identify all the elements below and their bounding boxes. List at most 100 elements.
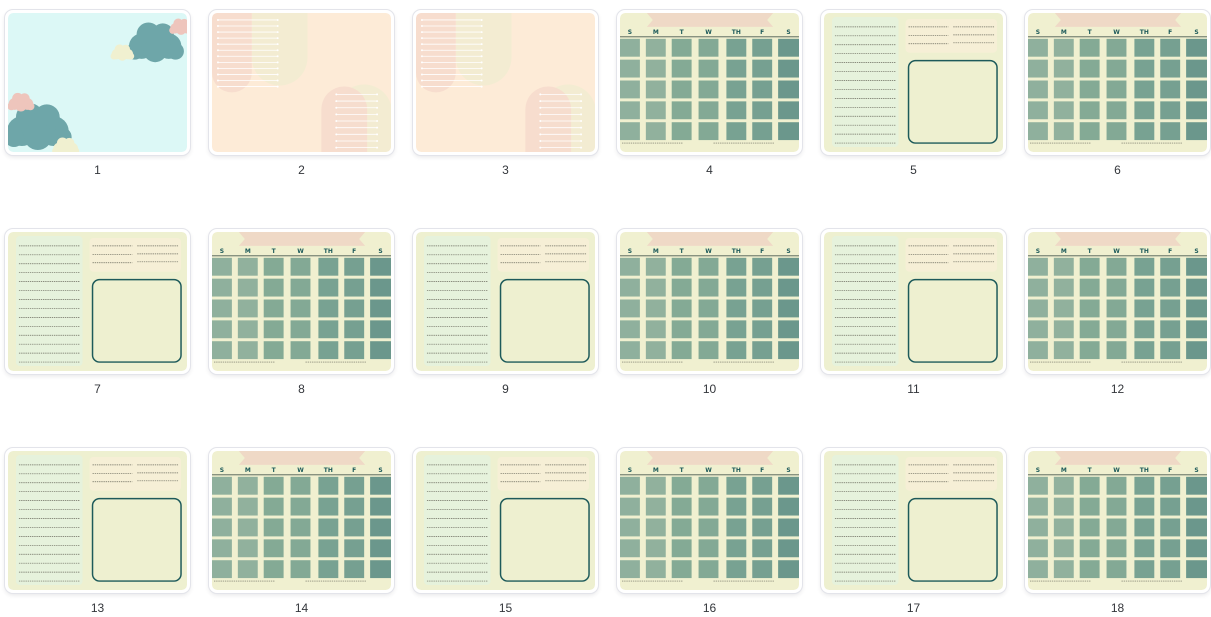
day-cell [1053,476,1074,495]
slide-thumbnail-14[interactable]: S M T W TH F S [209,448,394,593]
day-cell [1134,341,1155,360]
line-dot [376,139,379,142]
slide-thumbnail-6[interactable]: S M T W TH F S [1025,10,1210,155]
line-dot [376,113,379,116]
day-cell [671,278,692,297]
day-cell [290,497,311,516]
line-dot [376,93,379,96]
line-dot [480,43,483,46]
line-dot [376,126,379,129]
day-cell [726,299,747,318]
day-cell [237,299,258,318]
day-cell [752,320,773,339]
day-cell [370,257,391,276]
line-dot [480,25,483,27]
day-cell [671,80,692,99]
day-cell [1028,497,1048,516]
day-cell [1160,257,1181,276]
day-cell [370,476,391,495]
weekday-label: TH [732,29,741,36]
slide-thumbnail-1[interactable] [5,10,190,155]
weekday-label: M [1061,467,1067,474]
content-box [499,278,590,363]
pink-cloud-puff [15,100,27,112]
peach-arch [212,13,252,93]
slide-thumbnail-18[interactable]: S M T W TH F S [1025,448,1210,593]
day-cell [1160,59,1181,78]
slide-thumbnail-5[interactable] [821,10,1006,155]
line-dot [420,67,423,70]
weekday-label: S [786,467,790,474]
day-cell [645,299,666,318]
day-cell [726,38,747,57]
day-cell [237,341,258,360]
line-dot [539,133,542,136]
slide-number: 15 [498,601,513,615]
slide-thumbnail-17[interactable] [821,448,1006,593]
slide-thumbnail-8[interactable]: S M T W TH F S [209,229,394,374]
slide-thumbnail-16[interactable]: S M T W TH F S [617,448,802,593]
day-cell [698,539,719,558]
pink-cloud [169,18,187,35]
weekday-label: S [378,467,382,474]
weekday-label: F [352,248,356,255]
day-cell [752,80,773,99]
notes-slide-preview [824,451,1003,590]
weekday-label: TH [1140,29,1149,36]
slide-item: 7 [5,229,190,398]
weekday-label: F [1168,467,1172,474]
day-cell [698,341,719,360]
weekday-label: M [653,248,659,255]
day-cell [212,518,232,537]
day-cell [1079,101,1100,120]
day-cell [1053,101,1074,120]
day-cell [726,497,747,516]
slide-thumbnail-3[interactable] [413,10,598,155]
weekday-label: W [297,248,304,255]
line-dot [420,18,423,21]
line-dot [216,25,219,27]
day-cell [263,257,284,276]
day-cell [1160,278,1181,297]
pink-cloud-puff [176,25,186,35]
slide-thumbnail-10[interactable]: S M T W TH F S [617,229,802,374]
weekday-label: W [1113,467,1120,474]
day-cell [726,476,747,495]
day-cell [370,518,391,537]
day-cell [1160,476,1181,495]
slide-item: 9 [413,229,598,398]
day-cell [752,539,773,558]
day-cell [645,80,666,99]
slide-thumbnail-12[interactable]: S M T W TH F S [1025,229,1210,374]
slide-thumbnail-13[interactable] [5,448,190,593]
slide-thumbnail-9[interactable] [413,229,598,374]
day-cell [237,539,258,558]
line-dot [216,18,219,21]
slide-thumbnail-15[interactable] [413,448,598,593]
line-dot [216,37,219,40]
line-dot [376,146,379,149]
day-cell [370,299,391,318]
slide-thumbnail-11[interactable] [821,229,1006,374]
line-dot [420,61,423,64]
slide-number: 11 [907,382,920,396]
day-cell [212,299,232,318]
slide-thumbnail-4[interactable]: S M T W TH F S [617,10,802,155]
slide-thumbnail-7[interactable] [5,229,190,374]
day-cell [237,497,258,516]
weekday-label: T [680,29,685,36]
day-cell [671,476,692,495]
day-cell [290,278,311,297]
slide-thumbnail-2[interactable] [209,10,394,155]
day-cell [344,320,365,339]
day-cell [344,518,365,537]
day-cell [698,278,719,297]
line-dot [420,37,423,40]
day-cell [1134,38,1155,57]
day-cell [620,80,640,99]
line-dot [335,126,338,129]
day-cell [237,518,258,537]
slide-item: 17 [821,448,1006,617]
day-cell [1186,38,1207,57]
line-dot [335,120,338,123]
